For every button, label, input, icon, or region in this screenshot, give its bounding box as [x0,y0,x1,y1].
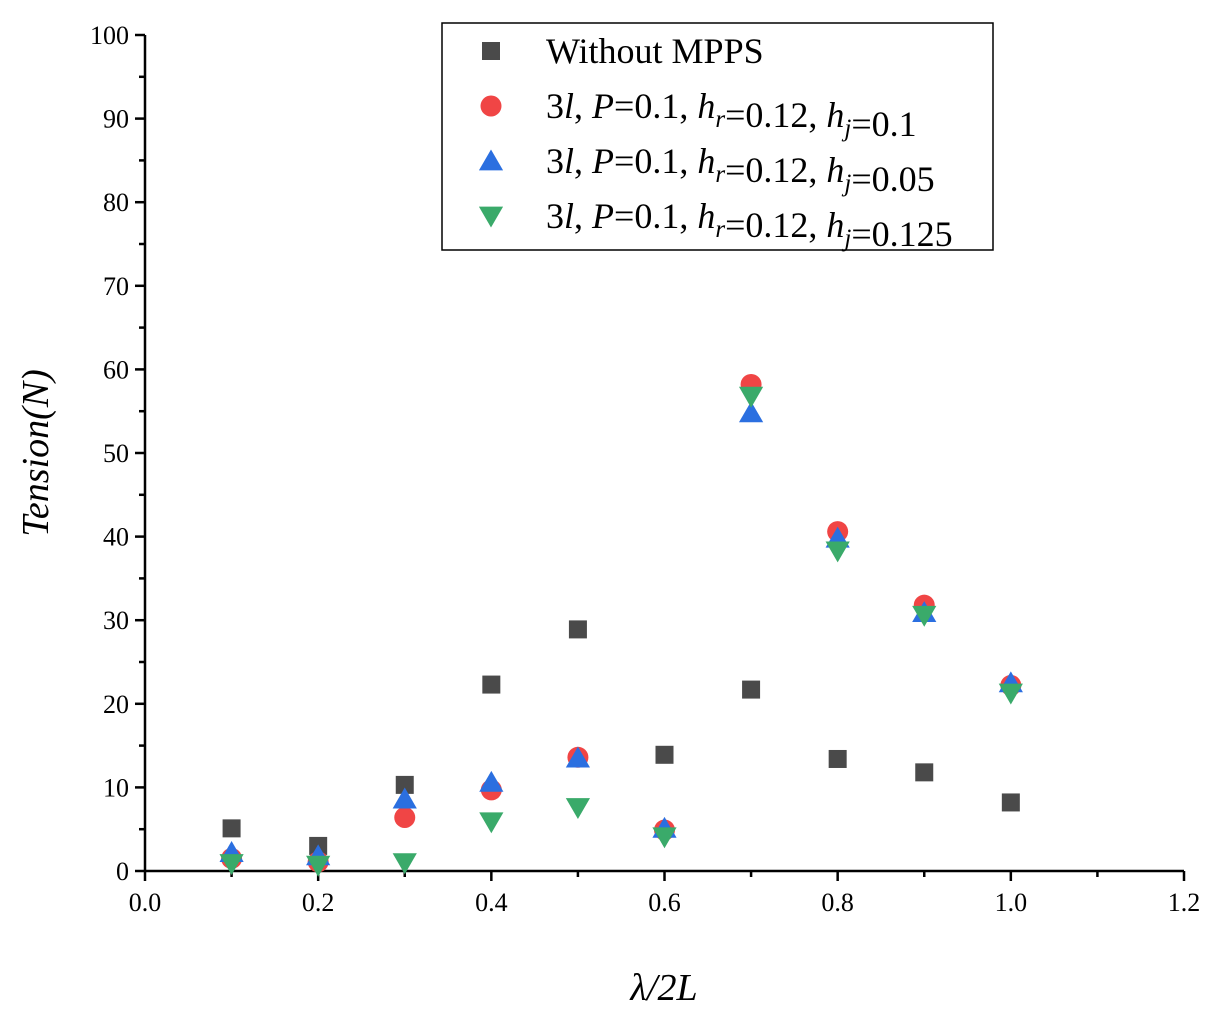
legend-label-part: =0.05 [851,159,934,199]
legend-item: 3l, P=0.1, hr=0.12, hj=0.1 [480,86,917,144]
y-tick-label: 0 [116,857,129,886]
x-tick-label: 0.6 [648,888,681,917]
legend-label-part: h [826,95,844,135]
legend-label-part: =0.1, [614,196,697,236]
legend-label-part: l [564,196,574,236]
data-point [479,812,504,834]
legend-label-part: 3 [546,86,564,126]
legend-label-part: =0.1 [851,104,916,144]
data-point [219,854,244,876]
legend-label-part: h [697,196,715,236]
legend-label-part: , [574,141,592,181]
legend-label-part: 3 [546,141,564,181]
legend-label-part: h [826,150,844,190]
legend-label: Without MPPS [546,31,764,71]
data-point [825,541,850,563]
data-point [568,620,587,639]
legend-label-part: j [841,170,851,197]
legend-item: Without MPPS [482,31,764,71]
y-tick-label: 50 [103,439,129,468]
data-point [306,855,331,877]
legend-label: 3l, P=0.1, hr=0.12, hj=0.05 [546,141,935,199]
data-point [655,745,674,764]
legend-item: 3l, P=0.1, hr=0.12, hj=0.05 [478,141,935,199]
data-point [395,775,414,794]
data-points [219,373,1023,877]
legend-marker [480,95,502,117]
legend-label-part: l [564,86,574,126]
y-tick-label: 100 [90,21,129,50]
legend-marker [478,149,504,171]
data-point [915,763,934,782]
legend-label-part: r [715,161,725,188]
data-point [482,675,501,694]
series-4-points [219,386,1023,877]
legend-label-part: =0.12, [725,150,826,190]
legend-label-part: , [574,86,592,126]
legend-label-part: l [564,141,574,181]
x-tick-label: 1.0 [995,888,1028,917]
data-point [742,680,761,699]
data-point [392,787,417,809]
y-tick-label: 70 [103,272,129,301]
series-1-points [222,620,1020,855]
legend-label-part: h [826,205,844,245]
legend-label-part: P [591,86,614,126]
data-point [828,749,847,768]
y-tick-label: 90 [103,105,129,134]
legend-label-part: =0.12, [725,95,826,135]
data-point [565,746,591,768]
data-point [912,605,937,627]
x-tick-label: 0.2 [302,888,335,917]
legend-marker [482,42,500,60]
data-point [565,798,591,820]
legend-item: 3l, P=0.1, hr=0.12, hj=0.125 [478,196,953,254]
series-3-points [219,401,1023,866]
data-point [222,819,241,838]
legend-label-part: Without MPPS [546,31,764,71]
x-tick-label: 0.0 [129,888,162,917]
data-point [479,770,504,792]
y-tick-label: 60 [103,355,129,384]
legend-label: 3l, P=0.1, hr=0.12, hj=0.125 [546,196,953,254]
legend-box [441,22,994,251]
x-tick-label: 0.8 [821,888,854,917]
y-axis-title: Tension(N) [15,369,57,537]
legend-label-part: P [591,141,614,181]
y-tick-label: 10 [103,773,129,802]
legend-marker [478,206,504,228]
x-tick-label: 0.4 [475,888,508,917]
y-tick-label: 40 [103,523,129,552]
legend-label-part: =0.12, [725,205,826,245]
legend-label-part: r [715,106,725,133]
data-point [1001,793,1020,812]
legend-label-part: =0.1, [614,86,697,126]
y-tick-label: 30 [103,606,129,635]
data-point [652,827,677,849]
data-point [738,401,764,423]
data-point [394,806,416,828]
legend-label-part: h [697,86,715,126]
legend-label-part: P [591,196,614,236]
tick-labels: 0.0 0.2 0.4 0.6 0.8 1.0 1.2 0 10 20 30 40 50 60 70 80 90… [90,21,1200,917]
x-tick-label: 1.2 [1168,888,1201,917]
legend-label-part: =0.1, [614,141,697,181]
legend-label-part: =0.125 [851,214,952,254]
legend-label: 3l, P=0.1, hr=0.12, hj=0.1 [546,86,917,144]
x-axis-title: λ/2L [629,967,697,1009]
legend-label-part: 3 [546,196,564,236]
y-tick-label: 20 [103,690,129,719]
data-point [392,853,417,875]
data-point [738,386,764,408]
legend-label-part: r [715,216,725,243]
data-point [998,683,1023,705]
series-2-points [221,373,1022,873]
legend-label-part: j [841,225,851,252]
legend-label-part: h [697,141,715,181]
legend-label-part: j [841,115,851,142]
legend-label-part: , [574,196,592,236]
y-tick-label: 80 [103,188,129,217]
